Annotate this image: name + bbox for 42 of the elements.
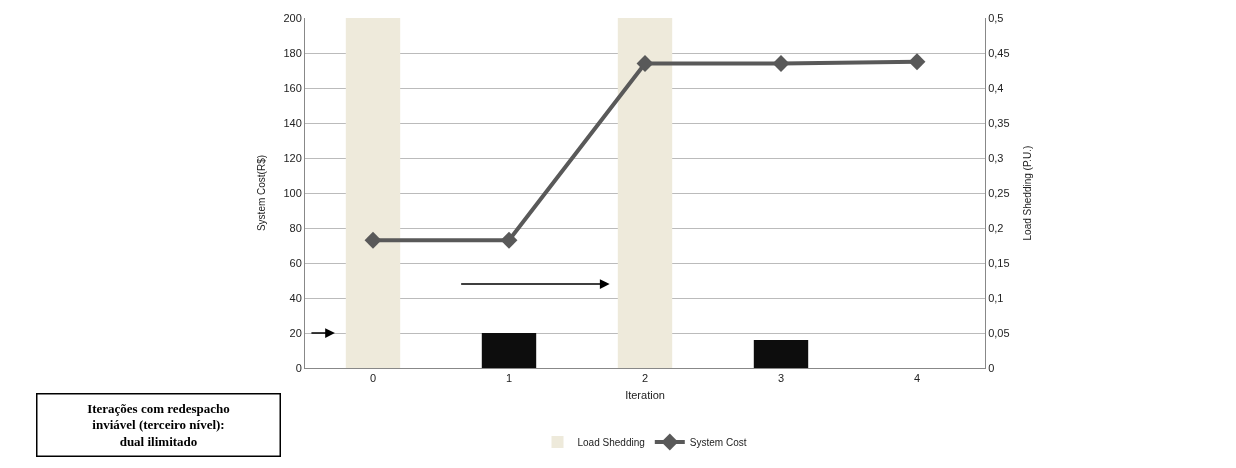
text: Iterações com redespacho inviável (terceiro nível): dual ilimitado [87,400,230,450]
bar [753,340,809,368]
y2-tick-label: 0,3 [988,151,1004,164]
bar [345,18,401,368]
y-tick-label: 100 [283,186,302,199]
y2-axis-title: Load Shedding (P.U.) [1022,145,1034,241]
point [772,55,790,72]
x-axis-title: Iteration [625,389,665,402]
y-tick-label: 140 [283,116,302,129]
y-tick-label: 80 [289,221,302,234]
bar [481,333,537,368]
y2-tick-label: 0,5 [988,11,1004,24]
y-axis-title: System Cost(R$) [256,154,268,232]
y2-tick-label: 0 [988,361,995,374]
y-tick-label: 180 [283,46,302,59]
y-tick-label: 200 [283,11,302,24]
y2-tick-label: 0,45 [988,46,1010,59]
y-tick-label: 0 [295,361,302,374]
x-tick-label: 4 [913,372,921,385]
point [500,231,518,249]
y2-tick-label: 0,25 [988,186,1010,199]
y2-tick-label: 0,35 [988,116,1010,129]
y-tick-label: 20 [289,326,302,339]
y2-tick-label: 0,1 [988,291,1004,304]
y2-tick-label: 0,05 [988,326,1010,339]
y-tick-label: 60 [289,256,302,269]
y2-tick-label: 0,4 [988,81,1004,94]
point [364,231,382,249]
legend-label: Load Shedding [577,436,645,448]
y-tick-label: 40 [289,291,302,304]
legend-label: System Cost [689,436,747,448]
y-tick-label: 120 [283,151,302,164]
point [636,55,654,72]
bar [617,18,673,368]
x-tick-label: 0 [369,372,377,385]
point [908,53,926,71]
x-tick-label: 3 [777,372,785,385]
y2-tick-label: 0,15 [988,256,1010,269]
x-tick-label: 1 [505,372,513,385]
y2-tick-label: 0,2 [988,221,1004,234]
x-tick-label: 2 [641,372,649,385]
y-tick-label: 160 [283,81,302,94]
